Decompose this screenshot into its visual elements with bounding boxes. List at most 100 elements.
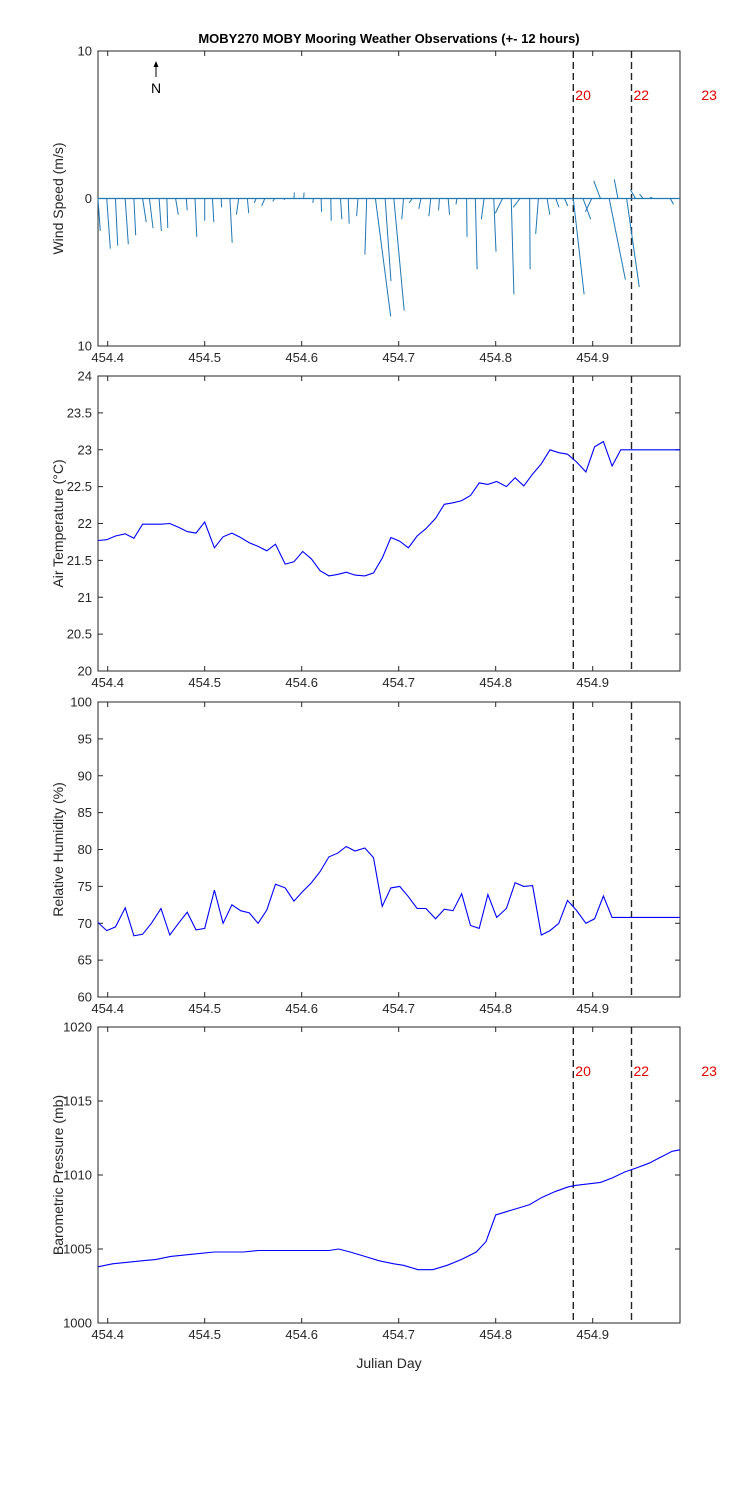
- y-tick-label: 85: [78, 805, 92, 820]
- y-tick-label: 1005: [63, 1242, 92, 1257]
- wind-vector: [510, 198, 515, 295]
- wind-vector: [438, 198, 440, 211]
- x-tick-label: 454.6: [285, 1001, 318, 1016]
- x-tick-label: 454.4: [91, 675, 124, 690]
- wind-vector: [364, 198, 368, 255]
- wind-vector: [608, 198, 626, 280]
- panel-relative-humidity: 454.4 454.5 454.6 454.7 454.8 454.9 60 65 70 75 80…: [50, 695, 681, 1016]
- wind-vector: [535, 198, 539, 234]
- wind-vector: [384, 198, 392, 282]
- wind-vector: [261, 198, 266, 207]
- y-tick-label: 1020: [63, 1020, 92, 1035]
- x-tick-label: 454.9: [576, 1001, 609, 1016]
- wind-vector: [253, 198, 257, 204]
- wind-vector: [114, 198, 119, 246]
- x-tick-label: 454.9: [576, 1327, 609, 1342]
- x-tick-label: 454.5: [188, 1001, 221, 1016]
- wind-vector: [428, 198, 432, 217]
- panel-wind: 454.4 454.5 454.6 454.7 454.8 454.9 10 0 10 Wind …: [50, 44, 717, 366]
- event-label: 23: [701, 1063, 717, 1079]
- wind-vector: [158, 198, 162, 231]
- wind-vector: [639, 193, 644, 199]
- y-tick-label: 1010: [63, 1168, 92, 1183]
- wind-vector: [613, 179, 619, 199]
- wind-vector: [546, 198, 551, 215]
- wind-vector: [418, 198, 422, 209]
- y-tick-label: 75: [78, 879, 92, 894]
- y-tick-label: 10: [78, 339, 92, 354]
- y-tick-label: 65: [78, 953, 92, 968]
- wind-vector: [555, 198, 560, 208]
- y-tick-label: 95: [78, 731, 92, 746]
- wind-vector: [455, 198, 458, 205]
- y-tick-label: 21: [78, 590, 92, 605]
- wind-vector: [246, 198, 250, 214]
- y-tick-label: 20.5: [67, 627, 92, 642]
- wind-vector: [106, 198, 111, 249]
- x-tick-label: 454.8: [479, 1001, 512, 1016]
- y-tick-label: 22: [78, 516, 92, 531]
- wind-vector: [211, 198, 215, 223]
- wind-vector: [194, 198, 198, 237]
- wind-vector: [447, 198, 451, 215]
- wind-vector: [393, 198, 405, 311]
- wind-vector: [124, 198, 129, 245]
- wind-vector: [356, 198, 359, 217]
- wind-vector: [401, 198, 405, 220]
- x-tick-label: 454.4: [91, 350, 124, 365]
- wind-vector: [148, 198, 154, 229]
- x-tick-label: 454.5: [188, 1327, 221, 1342]
- wind-vector: [408, 198, 413, 204]
- series-line-air-temperature: [97, 440, 680, 577]
- wind-vector: [669, 198, 674, 205]
- x-tick-label: 454.4: [91, 1001, 124, 1016]
- y-tick-label: 21.5: [67, 553, 92, 568]
- north-arrow-head: [153, 61, 159, 67]
- event-label: 22: [634, 1063, 650, 1079]
- y-tick-label: 90: [78, 768, 92, 783]
- wind-vector: [374, 198, 392, 317]
- wind-vector: [229, 198, 233, 243]
- y-tick-label: 70: [78, 916, 92, 931]
- x-tick-label: 454.9: [576, 675, 609, 690]
- y-tick-label: 22.5: [67, 479, 92, 494]
- y-tick-label: 100: [70, 695, 92, 710]
- north-label: N: [151, 80, 161, 96]
- x-axis-label: Julian Day: [356, 1355, 421, 1371]
- panel-air-temperature: 454.4 454.5 454.6 454.7 454.8 454.9 20 20.5 21 21…: [50, 369, 681, 690]
- y-axis-label: Relative Humidity (%): [50, 782, 66, 917]
- wind-vector: [584, 198, 593, 212]
- figure-title: MOBY270 MOBY Mooring Weather Observation…: [198, 31, 579, 46]
- x-tick-label: 454.6: [285, 350, 318, 365]
- wind-vector: [494, 198, 503, 214]
- y-axis-label: Wind Speed (m/s): [50, 142, 66, 254]
- wind-vector: [347, 198, 350, 224]
- event-label: 20: [575, 1063, 591, 1079]
- series-line-barometric-pressure: [97, 1149, 681, 1271]
- wind-vector: [175, 198, 179, 215]
- event-label: 22: [634, 87, 650, 103]
- y-tick-label: 0: [85, 191, 92, 206]
- wind-vector: [629, 189, 636, 199]
- chart-panels: 454.4 454.5 454.6 454.7 454.8 454.910010Wind …: [50, 44, 717, 1372]
- wind-vector: [493, 198, 497, 252]
- y-axis-label: Barometric Pressure (mb): [50, 1095, 66, 1255]
- wind-vector: [626, 198, 640, 288]
- y-tick-label: 10: [78, 44, 92, 59]
- x-tick-label: 454.4: [91, 1327, 124, 1342]
- y-tick-label: 24: [78, 369, 92, 384]
- wind-vector: [474, 198, 478, 270]
- wind-vector: [166, 198, 169, 229]
- x-tick-label: 454.8: [479, 675, 512, 690]
- x-tick-label: 454.5: [188, 675, 221, 690]
- x-tick-label: 454.5: [188, 350, 221, 365]
- x-tick-label: 454.7: [382, 1001, 415, 1016]
- x-tick-label: 454.8: [479, 350, 512, 365]
- wind-vector: [480, 198, 485, 220]
- panel-barometric-pressure: 454.4 454.5 454.6 454.7 454.8 454.9 1000 1005 10…: [50, 1020, 717, 1372]
- wind-vector: [133, 198, 137, 236]
- wind-vector: [272, 198, 275, 202]
- wind-vector: [340, 198, 343, 220]
- event-label: 20: [575, 87, 591, 103]
